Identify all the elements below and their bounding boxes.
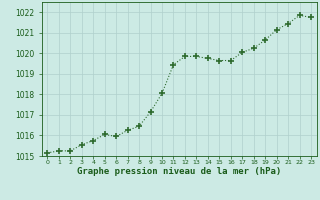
X-axis label: Graphe pression niveau de la mer (hPa): Graphe pression niveau de la mer (hPa) (77, 167, 281, 176)
